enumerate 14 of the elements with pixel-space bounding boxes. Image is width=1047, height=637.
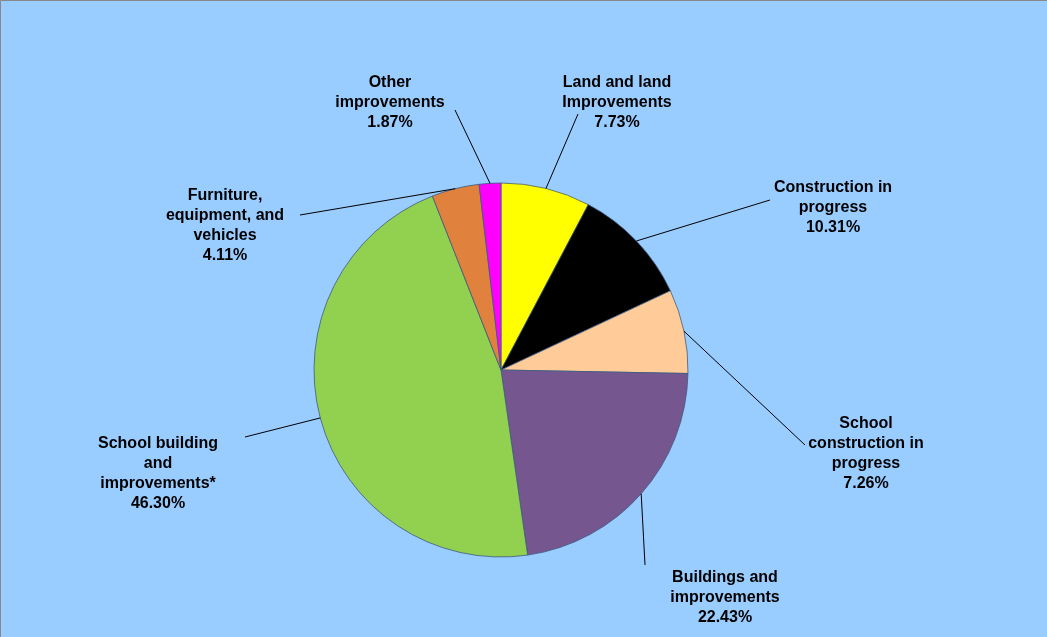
slice-label: Buildings and improvements bbox=[670, 568, 780, 605]
slice-label: Other improvements bbox=[335, 73, 445, 110]
data-label: 10.31% bbox=[805, 218, 861, 235]
data-label: 46.30% bbox=[130, 494, 186, 511]
slice-label: School construction in progress bbox=[808, 414, 924, 471]
slice-label: Furniture, equipment, and vehicles bbox=[165, 186, 285, 243]
slice-label: Construction in progress bbox=[773, 178, 893, 215]
data-label: 4.11% bbox=[202, 246, 248, 263]
slice-label: School building and improvements* bbox=[98, 434, 218, 491]
slice-label: Land and land Improvements bbox=[562, 73, 672, 110]
data-label: 7.73% bbox=[594, 113, 640, 130]
data-label: 1.87% bbox=[367, 113, 413, 130]
data-label: 22.43% bbox=[697, 608, 753, 625]
data-label: 7.26% bbox=[843, 474, 889, 491]
